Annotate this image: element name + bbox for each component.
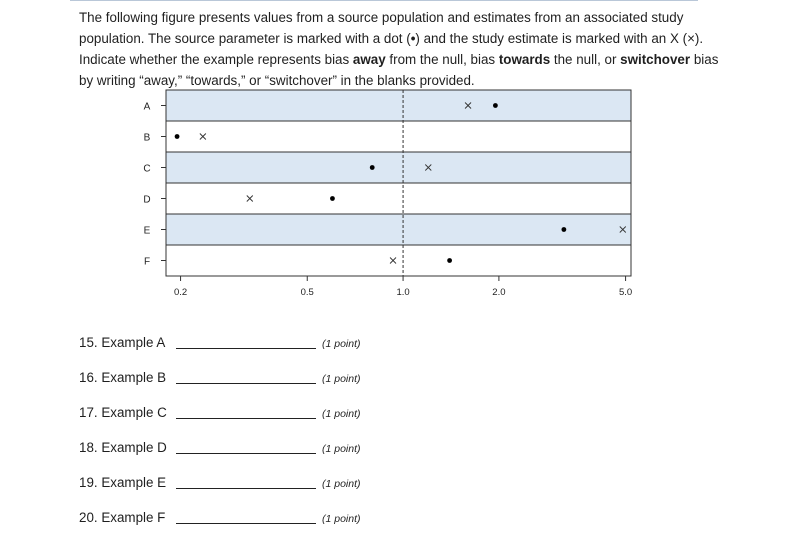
intro-text: ) and the study estimate is marked with … — [415, 31, 688, 46]
row-label: C — [143, 164, 150, 175]
row-label: F — [144, 257, 150, 268]
source-parameter-dot — [330, 196, 335, 201]
x-tick-label: 2.0 — [492, 287, 505, 298]
study-estimate-x — [619, 226, 627, 233]
study-estimate-x — [199, 133, 207, 140]
question-label: 19. Example E — [79, 475, 167, 490]
row-band — [165, 120, 632, 153]
points-label: (1 point) — [322, 443, 361, 455]
points-label: (1 point) — [322, 408, 361, 420]
answer-blank[interactable] — [176, 383, 316, 384]
question-label: 16. Example B — [79, 370, 167, 385]
x-tick-label: 0.5 — [301, 287, 314, 298]
row-band — [165, 89, 632, 122]
study-estimate-x — [464, 102, 472, 109]
points-label: (1 point) — [322, 478, 361, 490]
row-band — [165, 213, 632, 246]
intro-text: ). Indicate whether the example represen… — [79, 31, 704, 67]
answer-blank[interactable] — [176, 453, 316, 454]
row-label: E — [144, 226, 151, 237]
row-band — [165, 244, 632, 277]
dot-symbol: • — [410, 31, 416, 46]
top-rule — [70, 0, 698, 1]
study-estimate-x — [424, 164, 432, 171]
x-tick-label: 5.0 — [619, 287, 632, 298]
x-tick-label: 0.2 — [174, 287, 187, 298]
points-label: (1 point) — [322, 513, 361, 525]
row-label: B — [144, 133, 151, 144]
question-label: 15. Example A — [79, 335, 166, 350]
bias-figure: A B C D E F 0.2 0.5 1.0 2.0 5.0 — [143, 89, 632, 298]
points-label: (1 point) — [322, 373, 361, 385]
intro-text: bias by writing “away,” “towards,” or “s… — [79, 52, 719, 88]
source-parameter-dot — [447, 258, 452, 263]
source-parameter-dot — [492, 103, 498, 108]
x-tick-label: 1.0 — [396, 287, 409, 298]
row-band — [165, 182, 632, 215]
row-label: A — [144, 102, 151, 113]
intro-text: from the null, bias — [385, 52, 499, 67]
emphasis-towards: towards — [498, 52, 551, 67]
study-estimate-x — [389, 257, 397, 264]
question-label: 18. Example D — [79, 440, 167, 455]
source-parameter-dot — [174, 134, 180, 139]
source-parameter-dot — [561, 227, 567, 232]
question-label: 17. Example C — [79, 405, 167, 420]
intro-text: The following figure presents values fro… — [79, 10, 684, 46]
row-label: D — [143, 195, 150, 206]
emphasis-switchover: switchover — [620, 52, 691, 67]
question-label: 20. Example F — [79, 510, 166, 525]
answer-blank[interactable] — [176, 523, 316, 524]
source-parameter-dot — [369, 165, 375, 170]
answer-blank[interactable] — [176, 418, 316, 419]
answer-blank[interactable] — [176, 348, 316, 349]
study-estimate-x — [246, 195, 254, 202]
intro-text: the null, or — [550, 52, 621, 67]
answer-blank[interactable] — [176, 488, 316, 489]
instructions-paragraph: The following figure presents values fro… — [79, 7, 719, 91]
emphasis-away: away — [352, 52, 386, 67]
row-band — [165, 151, 632, 184]
x-symbol: × — [687, 31, 695, 46]
points-label: (1 point) — [322, 338, 361, 350]
